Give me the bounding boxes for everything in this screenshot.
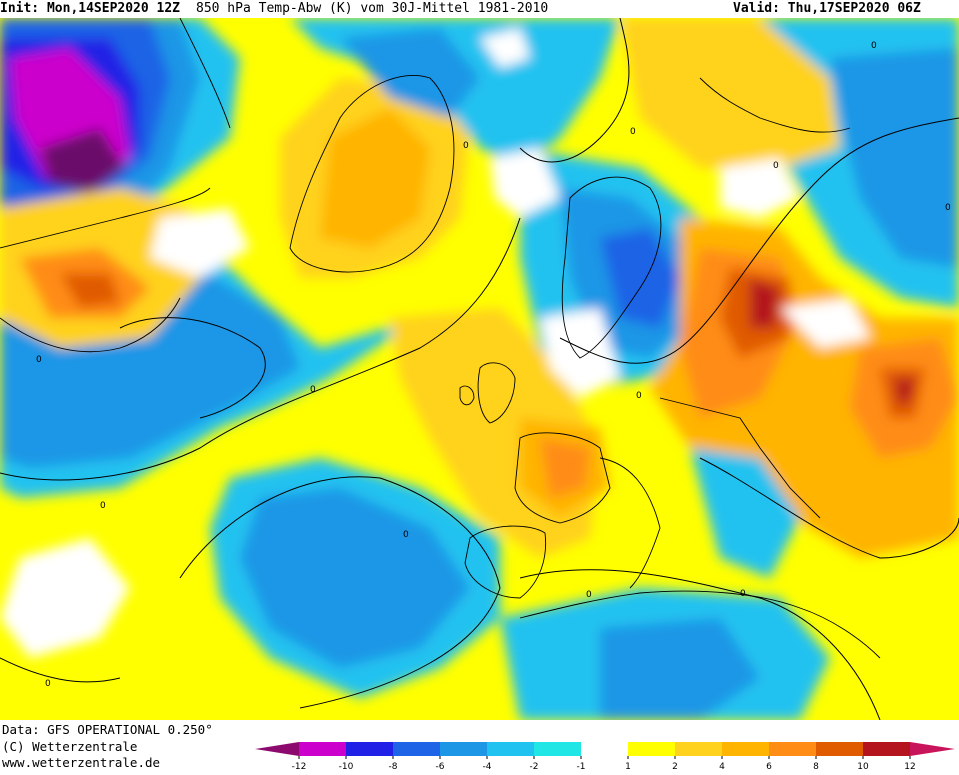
legend-tick-label: 8 xyxy=(813,762,819,772)
legend-swatch xyxy=(628,742,675,756)
legend-swatch xyxy=(816,742,863,756)
legend-arrow-high xyxy=(910,742,955,756)
legend-swatch xyxy=(534,742,581,756)
valid-time: Valid: Thu,17SEP2020 06Z xyxy=(733,1,921,16)
legend-tick-label: -12 xyxy=(292,762,307,772)
coastlines xyxy=(0,18,881,659)
contour-label: 0 xyxy=(45,679,51,689)
contour-label: 0 xyxy=(403,530,409,540)
legend-tick-label: 1 xyxy=(625,762,631,772)
legend-swatch xyxy=(581,742,628,756)
legend-swatch xyxy=(722,742,769,756)
anomaly-map: 0 0 0 0 0 0 0 0 0 0 0 0 0 xyxy=(0,18,959,720)
legend-tick-label: 2 xyxy=(672,762,678,772)
contour-label: 0 xyxy=(36,355,42,365)
contour-label: 0 xyxy=(100,501,106,511)
legend-arrow-low xyxy=(255,742,299,756)
contour-label: 0 xyxy=(630,127,636,137)
contour-label: 0 xyxy=(586,590,592,600)
legend-tick-label: -2 xyxy=(530,762,539,772)
legend-swatch xyxy=(346,742,393,756)
legend-swatch xyxy=(863,742,910,756)
map-title: 850 hPa Temp-Abw (K) vom 30J-Mittel 1981… xyxy=(196,1,549,16)
init-time: Init: Mon,14SEP2020 12Z xyxy=(0,1,181,16)
contour-label: 0 xyxy=(945,203,951,213)
legend-swatch xyxy=(393,742,440,756)
contour-label: 0 xyxy=(740,589,746,599)
color-legend: -12 -10 -8 -6 -4 -2 -1 1 2 4 6 8 10 12 xyxy=(255,742,955,772)
legend-swatch xyxy=(299,742,346,756)
contour-label: 0 xyxy=(463,141,469,151)
legend-tick-label: -4 xyxy=(483,762,492,772)
contour-label: 0 xyxy=(310,385,316,395)
data-source: Data: GFS OPERATIONAL 0.250° xyxy=(2,722,213,737)
legend-tick-label: -10 xyxy=(339,762,354,772)
contour-label: 0 xyxy=(636,391,642,401)
legend-tick-label: 4 xyxy=(719,762,725,772)
zero-contours xyxy=(0,18,959,720)
website-url: www.wetterzentrale.de xyxy=(2,755,161,770)
anomaly-fields xyxy=(0,18,959,720)
legend-tick-label: -6 xyxy=(436,762,445,772)
contour-labels: 0 0 0 0 0 0 0 0 0 0 0 0 0 xyxy=(36,41,951,689)
legend-tick-label: -8 xyxy=(389,762,398,772)
legend-tick-label: 12 xyxy=(904,762,915,772)
legend-swatch xyxy=(487,742,534,756)
legend-swatch xyxy=(440,742,487,756)
legend-swatch xyxy=(769,742,816,756)
legend-tick-label: 10 xyxy=(857,762,869,772)
contour-label: 0 xyxy=(773,161,779,171)
legend-swatch xyxy=(675,742,722,756)
legend-tick-label: -1 xyxy=(577,762,586,772)
contour-label: 0 xyxy=(871,41,877,51)
copyright: (C) Wetterzentrale xyxy=(2,739,138,754)
legend-tick-label: 6 xyxy=(766,762,772,772)
